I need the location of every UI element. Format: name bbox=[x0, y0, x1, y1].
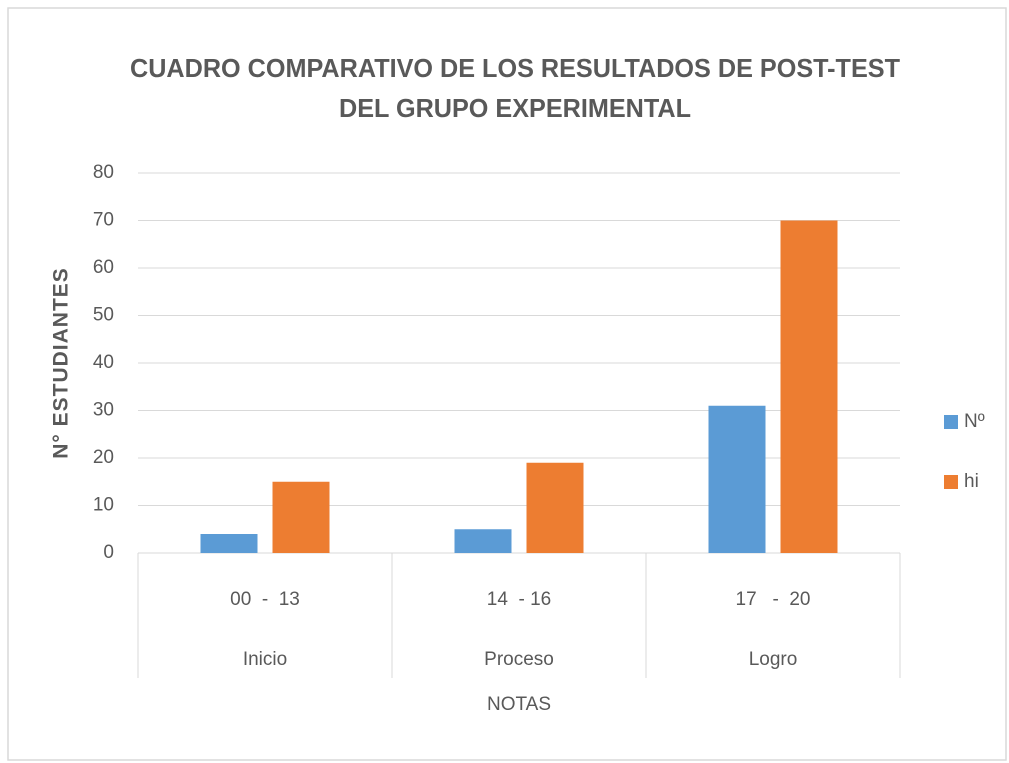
y-tick-label: 60 bbox=[93, 257, 114, 278]
legend-label: hi bbox=[964, 471, 979, 492]
legend-label: Nº bbox=[964, 411, 985, 432]
x-tick-label: 17 - 20 bbox=[736, 589, 811, 610]
x-group-label: Inicio bbox=[243, 649, 287, 670]
legend-swatch bbox=[944, 415, 958, 429]
y-tick-label: 10 bbox=[93, 495, 114, 516]
chart-title: DEL GRUPO EXPERIMENTAL bbox=[339, 93, 691, 123]
bar bbox=[526, 462, 584, 553]
bar bbox=[454, 529, 512, 553]
x-group-label: Proceso bbox=[484, 649, 554, 670]
bar bbox=[708, 405, 766, 553]
x-axis-label: NOTAS bbox=[487, 694, 551, 715]
y-tick-label: 30 bbox=[93, 400, 114, 421]
chart-title: CUADRO COMPARATIVO DE LOS RESULTADOS DE … bbox=[130, 53, 900, 83]
y-tick-label: 50 bbox=[93, 305, 114, 326]
bar bbox=[200, 534, 258, 553]
x-tick-label: 00 - 13 bbox=[230, 589, 300, 610]
y-tick-label: 0 bbox=[103, 542, 114, 563]
y-tick-label: 20 bbox=[93, 447, 114, 468]
legend-swatch bbox=[944, 475, 958, 489]
y-tick-label: 70 bbox=[93, 210, 114, 231]
bar bbox=[780, 220, 838, 553]
chart-border bbox=[7, 7, 1007, 761]
bar bbox=[272, 481, 330, 553]
x-tick-label: 14 - 16 bbox=[487, 589, 551, 610]
x-group-label: Logro bbox=[749, 649, 798, 670]
y-axis-label: N° ESTUDIANTES bbox=[50, 267, 73, 459]
y-tick-label: 40 bbox=[93, 352, 114, 373]
y-tick-label: 80 bbox=[93, 162, 114, 183]
